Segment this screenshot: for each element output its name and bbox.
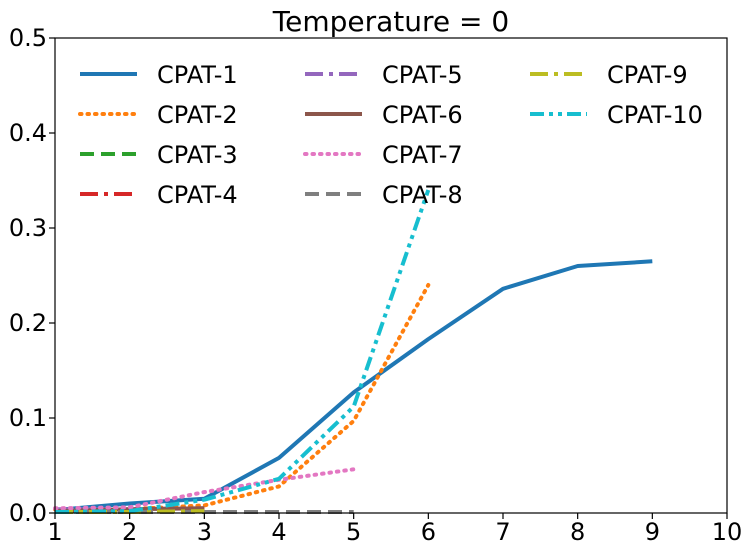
x-tick-label: 2 [122, 518, 137, 546]
x-tick-label: 10 [712, 518, 743, 546]
series-lines [53, 189, 653, 514]
plot-frame [54, 37, 728, 514]
legend-label-cpat-4: CPAT-4 [157, 181, 238, 209]
y-tick-label: 0.3 [9, 214, 47, 242]
x-tick-label: 4 [271, 518, 286, 546]
legend-label-cpat-9: CPAT-9 [607, 61, 688, 89]
y-tick-label: 0.5 [9, 24, 47, 52]
legend: CPAT-1 CPAT-2 CPAT-3 CPAT-4 CPAT-5 CPAT-6 CPAT… [78, 61, 703, 209]
legend-label-cpat-10: CPAT-10 [607, 101, 703, 129]
legend-label-cpat-1: CPAT-1 [157, 61, 238, 89]
legend-label-cpat-5: CPAT-5 [382, 61, 463, 89]
x-tick-label: 5 [346, 518, 361, 546]
x-tick-label: 8 [570, 518, 585, 546]
y-tick-label: 0.4 [9, 119, 47, 147]
legend-label-cpat-6: CPAT-6 [382, 101, 463, 129]
x-axis-ticks: 1 2 3 4 5 6 7 8 9 10 [47, 513, 742, 546]
x-tick-label: 3 [197, 518, 212, 546]
x-tick-label: 7 [495, 518, 510, 546]
legend-label-cpat-2: CPAT-2 [157, 101, 238, 129]
y-axis-ticks: 0.0 0.1 0.2 0.3 0.4 0.5 [9, 24, 55, 527]
x-tick-label: 6 [421, 518, 436, 546]
x-tick-label: 1 [47, 518, 62, 546]
chart-title: Temperature = 0 [272, 5, 509, 38]
y-tick-label: 0.1 [9, 404, 47, 432]
legend-label-cpat-8: CPAT-8 [382, 181, 463, 209]
series-line-cpat-7 [53, 467, 356, 511]
legend-label-cpat-7: CPAT-7 [382, 141, 463, 169]
x-tick-label: 9 [645, 518, 660, 546]
y-tick-label: 0.0 [9, 499, 47, 527]
series-line-cpat-10 [54, 189, 431, 514]
y-tick-label: 0.2 [9, 309, 47, 337]
legend-label-cpat-3: CPAT-3 [157, 141, 238, 169]
